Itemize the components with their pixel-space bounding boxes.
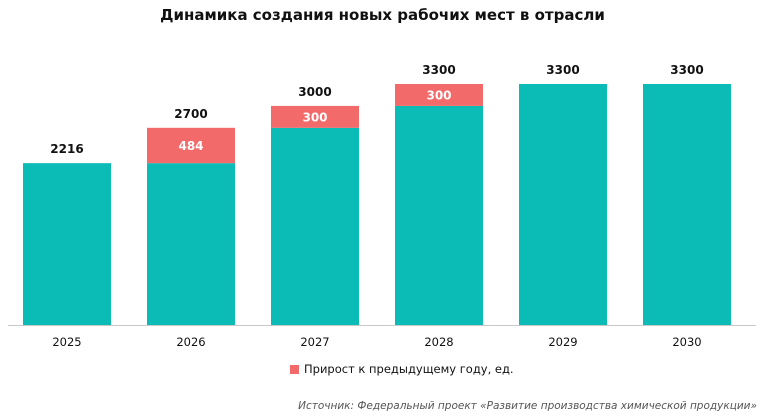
x-tick-label: 2030 — [672, 335, 701, 349]
total-label: 3300 — [422, 63, 455, 77]
bar-base — [519, 84, 607, 325]
increment-label: 484 — [178, 139, 203, 153]
legend-swatch — [290, 364, 299, 374]
total-label: 3300 — [670, 63, 703, 77]
x-tick-label: 2026 — [176, 335, 205, 349]
bar-base — [643, 84, 731, 325]
x-tick-label: 2028 — [424, 335, 453, 349]
legend-label: Прирост к предыдущему году, ед. — [304, 362, 514, 376]
bar-base — [23, 163, 111, 325]
increment-label: 300 — [426, 88, 451, 102]
total-label: 3300 — [546, 63, 579, 77]
total-label: 2700 — [174, 107, 207, 121]
total-label: 3000 — [298, 85, 331, 99]
bar-increment — [395, 84, 483, 106]
increment-label: 300 — [302, 110, 327, 124]
chart-title: Динамика создания новых рабочих мест в о… — [160, 6, 605, 24]
x-tick-label: 2027 — [300, 335, 329, 349]
bar-increment — [147, 127, 235, 164]
bar-base — [147, 163, 235, 325]
x-tick-label: 2025 — [52, 335, 81, 349]
source-note: Источник: Федеральный проект «Развитие п… — [298, 400, 757, 412]
x-tick-label: 2029 — [548, 335, 577, 349]
total-label: 2216 — [50, 142, 83, 156]
legend: Прирост к предыдущему году, ед. — [290, 362, 514, 376]
bar-base — [271, 127, 359, 326]
bar-base — [395, 105, 483, 325]
bar-increment — [271, 105, 359, 128]
